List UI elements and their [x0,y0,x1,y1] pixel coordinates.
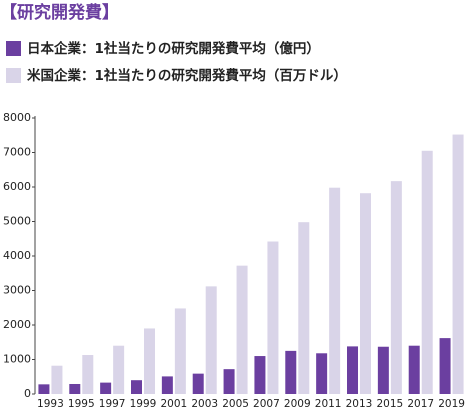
bar [223,369,235,394]
x-tick-label: 2011 [315,398,342,410]
legend-swatch [6,41,21,56]
y-tick-label: 0 [24,387,31,400]
bar [408,345,420,394]
bar [390,181,402,394]
x-tick-label: 2015 [376,398,403,410]
bar [161,376,173,394]
x-tick-label: 2019 [438,398,465,410]
bar [38,384,50,394]
x-tick-label: 2007 [253,398,280,410]
bar [254,356,266,394]
y-tick-label: 1000 [3,353,31,366]
bar [113,345,125,394]
x-tick-label: 2013 [346,398,373,410]
x-tick-label: 2001 [160,398,187,410]
bar [421,150,433,394]
x-tick-label: 2017 [407,398,434,410]
bar [51,365,63,394]
x-tick-label: 2005 [222,398,249,410]
x-tick-label: 2009 [284,398,311,410]
bar [452,134,464,394]
bar [236,265,248,394]
y-tick-label: 8000 [3,111,31,124]
bar [347,346,358,394]
y-tick-label: 3000 [3,284,31,297]
bar [316,353,328,394]
legend-label: 日本企業：1社当たりの研究開発費平均（億円） [27,40,320,57]
legend-swatch [6,68,21,83]
x-tick-label: 1997 [99,398,126,410]
bar [144,328,155,394]
y-tick-label: 7000 [3,146,31,159]
legend-label: 米国企業：1社当たりの研究開発費平均（百万ドル） [27,67,347,84]
bar [360,193,371,394]
bar [69,383,81,394]
bar [377,346,389,394]
bar [285,350,297,394]
bar [298,222,310,394]
y-tick-label: 6000 [3,180,31,193]
bar [439,338,451,394]
y-tick-label: 4000 [3,249,31,262]
bar [131,380,142,394]
bar [100,382,112,394]
x-tick-label: 1995 [68,398,95,410]
bar [329,187,341,394]
bar [192,373,204,394]
bar [205,286,217,394]
y-tick-label: 5000 [3,215,31,228]
x-tick-label: 1993 [37,398,64,410]
bar [82,355,94,394]
bar [174,308,186,394]
y-tick-label: 2000 [3,318,31,331]
x-tick-label: 1999 [130,398,157,410]
x-tick-label: 2003 [191,398,218,410]
bar [267,241,279,394]
chart-title: 【研究開発費】 [0,2,119,23]
